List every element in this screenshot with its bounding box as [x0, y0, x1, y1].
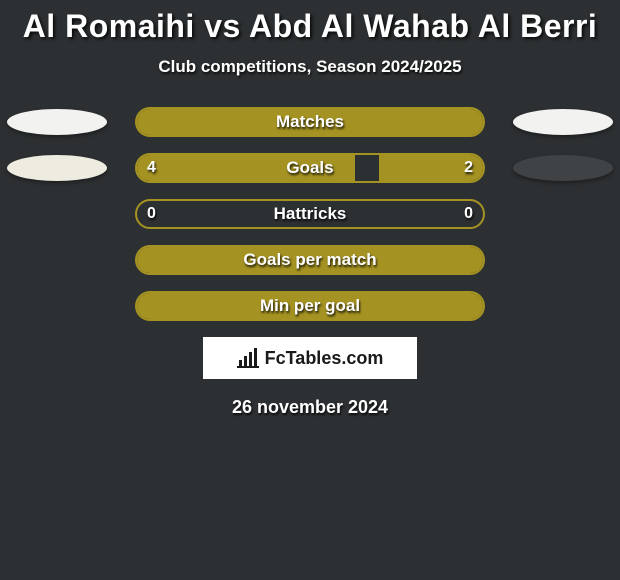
stat-bar: Min per goal	[135, 291, 485, 321]
stat-bar: 42Goals	[135, 153, 485, 183]
brand-text: FcTables.com	[265, 348, 384, 369]
stat-bar: Matches	[135, 107, 485, 137]
brand-badge: FcTables.com	[203, 337, 417, 379]
stat-row: 00Hattricks	[0, 199, 620, 229]
bar-chart-icon	[237, 348, 259, 368]
date-label: 26 november 2024	[0, 397, 620, 418]
comparison-infographic: Al Romaihi vs Abd Al Wahab Al Berri Club…	[0, 0, 620, 418]
stat-row: Min per goal	[0, 291, 620, 321]
bar-label: Goals per match	[137, 247, 483, 273]
bar-label: Goals	[137, 155, 483, 181]
right-ellipse-slot	[513, 155, 613, 181]
left-ellipse-slot	[7, 155, 107, 181]
bar-label: Hattricks	[137, 201, 483, 227]
stat-bar: Goals per match	[135, 245, 485, 275]
bar-label: Min per goal	[137, 293, 483, 319]
stat-rows: Matches 42Goals 00Hattricks Goals per match…	[0, 107, 620, 321]
stat-row: 42Goals	[0, 153, 620, 183]
right-value-ellipse	[513, 155, 613, 181]
left-value-ellipse	[7, 155, 107, 181]
stat-bar: 00Hattricks	[135, 199, 485, 229]
left-ellipse-slot	[7, 109, 107, 135]
left-value-ellipse	[7, 109, 107, 135]
stat-row: Matches	[0, 107, 620, 137]
right-ellipse-slot	[513, 109, 613, 135]
page-title: Al Romaihi vs Abd Al Wahab Al Berri	[0, 8, 620, 45]
bar-label: Matches	[137, 109, 483, 135]
stat-row: Goals per match	[0, 245, 620, 275]
page-subtitle: Club competitions, Season 2024/2025	[0, 57, 620, 77]
right-value-ellipse	[513, 109, 613, 135]
